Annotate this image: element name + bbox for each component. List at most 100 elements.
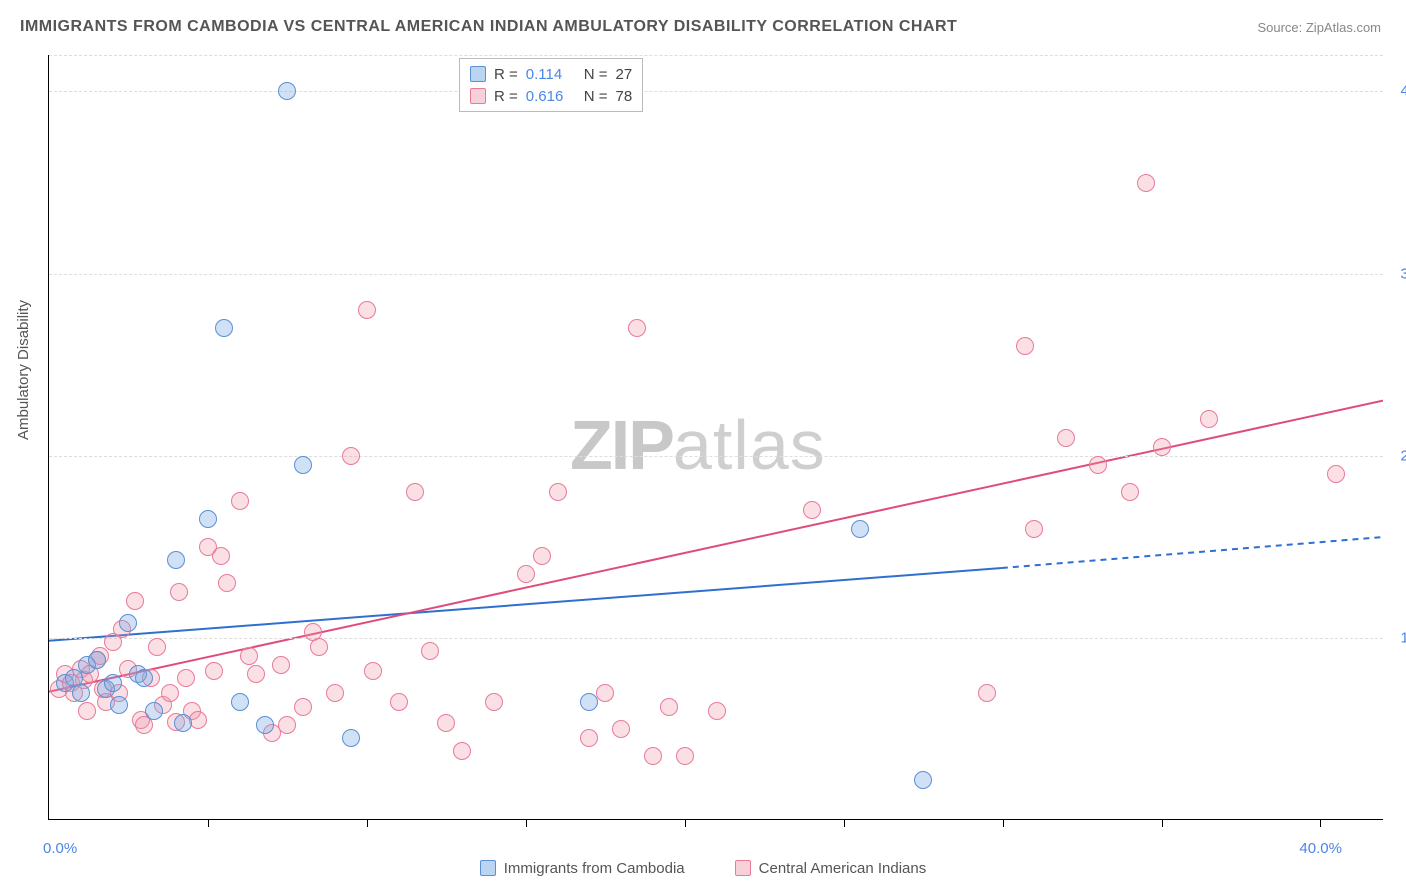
data-point [517,565,535,583]
data-point [135,669,153,687]
chart-title: IMMIGRANTS FROM CAMBODIA VS CENTRAL AMER… [20,18,957,36]
legend-label: Central American Indians [759,860,927,877]
data-point [278,82,296,100]
n-value: 27 [616,66,633,83]
data-point [310,638,328,656]
data-point [199,510,217,528]
data-point [88,651,106,669]
legend-label: Immigrants from Cambodia [504,860,685,877]
data-point [240,647,258,665]
data-point [358,301,376,319]
r-value: 0.114 [526,66,576,83]
data-point [170,583,188,601]
y-tick-label: 10.0% [1388,629,1406,646]
data-point [1016,337,1034,355]
data-point [1153,438,1171,456]
data-point [189,711,207,729]
y-tick-label: 30.0% [1388,265,1406,282]
legend-swatch [735,860,751,876]
data-point [342,729,360,747]
n-label: N = [584,66,608,83]
data-point [485,693,503,711]
legend-swatch [470,66,486,82]
data-point [174,714,192,732]
x-axis-max-label: 40.0% [1299,840,1342,857]
data-point [272,656,290,674]
data-point [453,742,471,760]
data-point [256,716,274,734]
data-point [437,714,455,732]
x-tick [208,819,209,827]
x-axis-min-label: 0.0% [43,840,77,857]
data-point [803,501,821,519]
n-value: 78 [616,88,633,105]
data-point [342,447,360,465]
data-point [231,693,249,711]
data-point [145,702,163,720]
x-tick [367,819,368,827]
grid-line [49,638,1383,639]
data-point [1025,520,1043,538]
data-point [110,696,128,714]
data-point [1327,465,1345,483]
x-tick [685,819,686,827]
data-point [326,684,344,702]
plot-area: R =0.114N =27R =0.616N =78 10.0%20.0%30.… [48,55,1383,820]
data-point [1137,174,1155,192]
x-tick [1320,819,1321,827]
data-point [126,592,144,610]
data-point [406,483,424,501]
x-tick [844,819,845,827]
data-point [596,684,614,702]
source-label: Source: ZipAtlas.com [1257,20,1381,35]
grid-line [49,91,1383,92]
x-tick [1162,819,1163,827]
x-tick [1003,819,1004,827]
data-point [914,771,932,789]
data-point [1057,429,1075,447]
r-value: 0.616 [526,88,576,105]
data-point [580,693,598,711]
grid-line [49,55,1383,56]
data-point [161,684,179,702]
data-point [851,520,869,538]
data-point [1089,456,1107,474]
data-point [212,547,230,565]
data-point [247,665,265,683]
data-point [177,669,195,687]
data-point [612,720,630,738]
legend-item: Central American Indians [735,860,927,877]
data-point [215,319,233,337]
data-point [549,483,567,501]
data-point [644,747,662,765]
grid-line [49,456,1383,457]
data-point [294,456,312,474]
data-point [533,547,551,565]
data-point [148,638,166,656]
y-tick-label: 40.0% [1388,83,1406,100]
legend-swatch [470,88,486,104]
grid-line [49,274,1383,275]
data-point [1200,410,1218,428]
data-point [660,698,678,716]
y-tick-label: 20.0% [1388,447,1406,464]
legend-bottom: Immigrants from Cambodia Central American… [0,860,1406,881]
data-point [676,747,694,765]
data-point [580,729,598,747]
data-point [421,642,439,660]
data-point [364,662,382,680]
data-point [294,698,312,716]
data-point [218,574,236,592]
legend-stats-row: R =0.114N =27 [470,63,632,85]
data-point [72,684,90,702]
r-label: R = [494,88,518,105]
data-point [205,662,223,680]
legend-stats-row: R =0.616N =78 [470,85,632,107]
y-axis-title: Ambulatory Disability [15,300,32,440]
data-point [978,684,996,702]
data-point [167,551,185,569]
data-point [78,702,96,720]
legend-item: Immigrants from Cambodia [480,860,685,877]
data-point [119,614,137,632]
data-point [1121,483,1139,501]
